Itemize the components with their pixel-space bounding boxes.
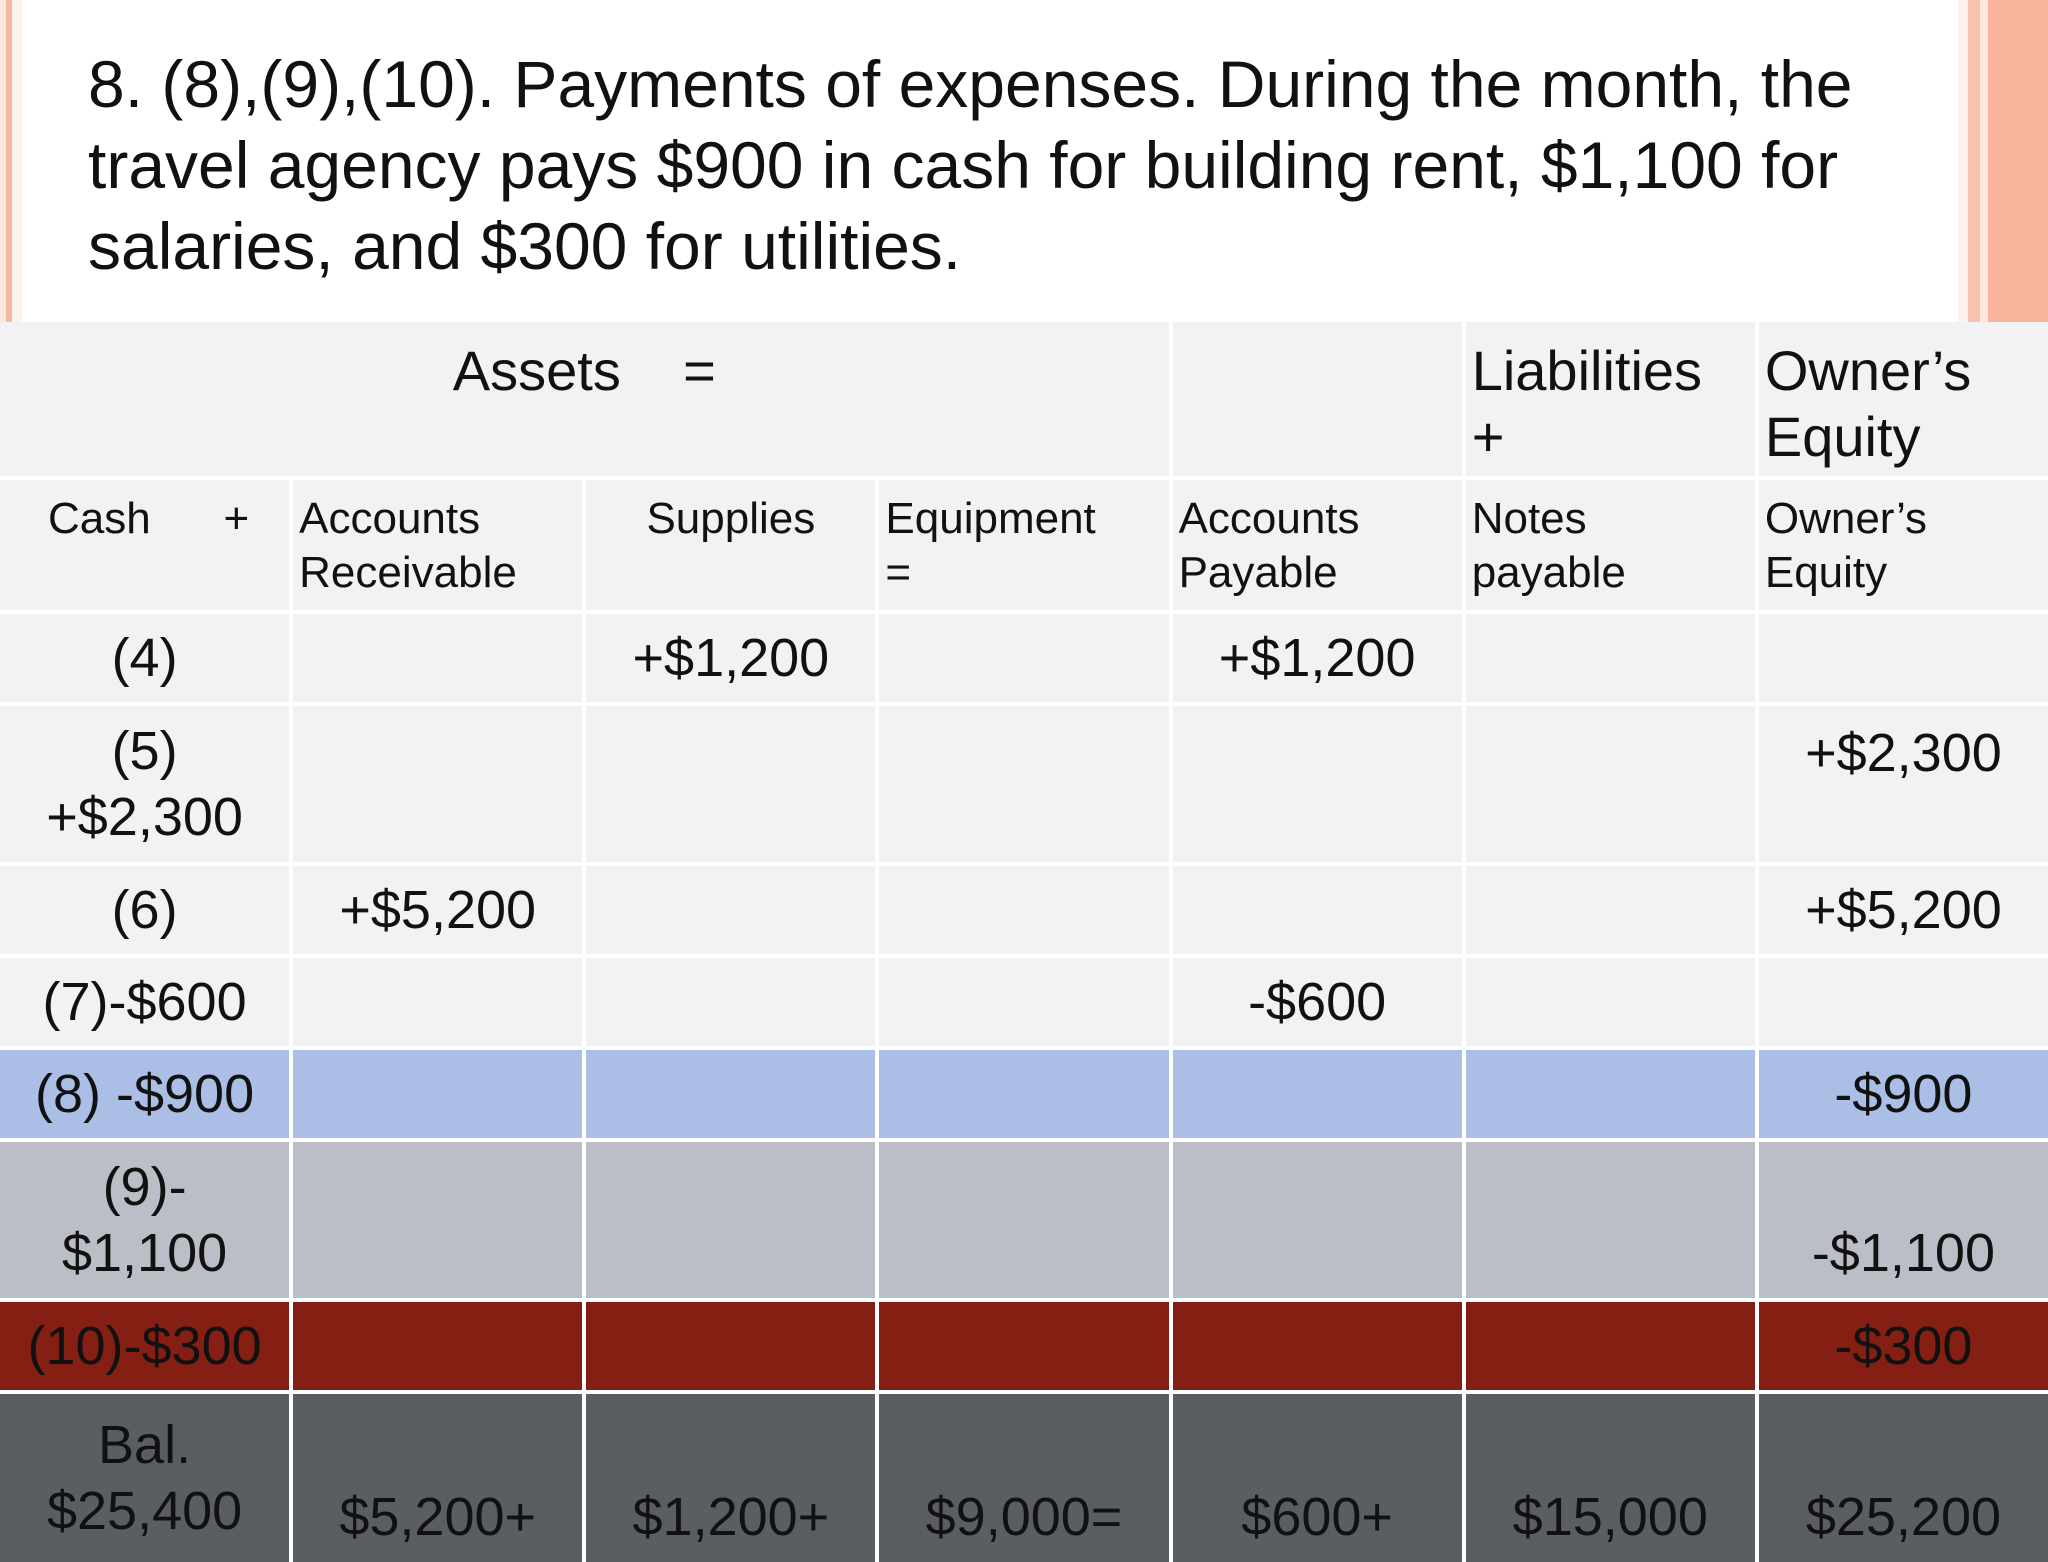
row-8-np [1465, 1050, 1755, 1138]
header-assets: Assets = [0, 322, 1169, 476]
col-header-equipment: Equipment = [879, 480, 1169, 610]
col-header-ar-line1: Accounts [299, 494, 481, 543]
left-decorative-border [0, 0, 22, 322]
balance-np: $15,000 [1465, 1394, 1755, 1562]
row-9-np [1465, 1142, 1755, 1298]
row-9-ar [293, 1142, 583, 1298]
balance-ap: $600+ [1172, 1394, 1462, 1562]
row-8-supplies [586, 1050, 876, 1138]
row-9-oe: -$1,100 [1758, 1142, 2048, 1298]
col-header-equipment-line1: Equipment [885, 494, 1096, 543]
row-9-cash-line2: $1,100 [61, 1223, 228, 1283]
row-10-supplies [586, 1302, 876, 1390]
balance-oe: $25,200 [1758, 1394, 2048, 1562]
col-header-np-line2: payable [1471, 548, 1626, 597]
col-header-oe-line1: Owner’s [1764, 494, 1928, 543]
row-5-supplies [586, 706, 876, 862]
row-7-supplies [586, 958, 876, 1046]
col-header-owners-equity: Owner’s Equity [1758, 480, 2048, 610]
balance-cash: Bal. $25,400 [0, 1394, 290, 1562]
row-7-oe [1758, 958, 2048, 1046]
row-10-ar [293, 1302, 583, 1390]
balance-cash-line2: $25,400 [46, 1481, 243, 1541]
col-header-oe-line2: Equity [1764, 548, 1888, 597]
header-owners-equity-line1: Owner’s [1764, 339, 1972, 402]
col-header-ar-line2: Receivable [299, 548, 517, 597]
row-8-ar [293, 1050, 583, 1138]
row-8-ap [1172, 1050, 1462, 1138]
col-header-notes-payable: Notes payable [1465, 480, 1755, 610]
row-9-equipment [879, 1142, 1169, 1298]
header-owners-equity: Owner’s Equity [1758, 322, 2048, 476]
col-header-cash-plus: + [223, 494, 250, 543]
balance-equipment: $9,000= [879, 1394, 1169, 1562]
row-5-ar [293, 706, 583, 862]
header-assets-label: Assets = [452, 339, 716, 402]
row-5-ap [1172, 706, 1462, 862]
row-4-supplies: +$1,200 [586, 614, 876, 702]
balance-supplies: $1,200+ [586, 1394, 876, 1562]
row-4-ap: +$1,200 [1172, 614, 1462, 702]
row-6-oe: +$5,200 [1758, 866, 2048, 954]
row-6-np [1465, 866, 1755, 954]
row-10-cash: (10)-$300 [0, 1302, 290, 1390]
row-4-ar [293, 614, 583, 702]
row-7-ar [293, 958, 583, 1046]
row-7-cash: (7)-$600 [0, 958, 290, 1046]
row-7-np [1465, 958, 1755, 1046]
col-header-cash: Cash + [0, 480, 290, 610]
row-8-equipment [879, 1050, 1169, 1138]
row-7-ap: -$600 [1172, 958, 1462, 1046]
col-header-supplies: Supplies [586, 480, 876, 610]
row-9-cash-line1: (9)- [102, 1157, 187, 1217]
col-header-np-line1: Notes [1471, 494, 1587, 543]
row-4-np [1465, 614, 1755, 702]
row-9-ap [1172, 1142, 1462, 1298]
row-4-oe [1758, 614, 2048, 702]
row-5-oe: +$2,300 [1758, 706, 2048, 862]
row-8-cash: (8) -$900 [0, 1050, 290, 1138]
col-header-cash-label: Cash [48, 494, 151, 543]
header-owners-equity-line2: Equity [1764, 405, 1921, 468]
header-blank [1172, 322, 1462, 476]
col-header-ap-line2: Payable [1178, 548, 1338, 597]
row-6-ap [1172, 866, 1462, 954]
row-4-equipment [879, 614, 1169, 702]
row-5-cash-line1: (5) [111, 721, 178, 781]
row-6-supplies [586, 866, 876, 954]
balance-cash-line1: Bal. [98, 1415, 192, 1475]
slide-title: 8. (8),(9),(10). Payments of expenses. D… [88, 47, 1853, 283]
row-5-np [1465, 706, 1755, 862]
row-8-oe: -$900 [1758, 1050, 2048, 1138]
col-header-equipment-line2: = [885, 548, 912, 597]
row-5-equipment [879, 706, 1169, 862]
col-header-ap-line1: Accounts [1178, 494, 1360, 543]
col-header-accounts-payable: Accounts Payable [1172, 480, 1462, 610]
row-6-cash: (6) [0, 866, 290, 954]
row-9-supplies [586, 1142, 876, 1298]
col-header-accounts-receivable: Accounts Receivable [293, 480, 583, 610]
header-liabilities-line2: + [1471, 405, 1505, 468]
row-4-cash: (4) [0, 614, 290, 702]
header-liabilities-line1: Liabilities [1471, 339, 1703, 402]
row-10-oe: -$300 [1758, 1302, 2048, 1390]
accounting-equation-table: Assets = Liabilities + Owner’s Equity Ca… [0, 322, 2048, 1562]
balance-ar: $5,200+ [293, 1394, 583, 1562]
row-7-equipment [879, 958, 1169, 1046]
row-6-equipment [879, 866, 1169, 954]
row-9-cash: (9)- $1,100 [0, 1142, 290, 1298]
header-liabilities: Liabilities + [1465, 322, 1755, 476]
row-6-ar: +$5,200 [293, 866, 583, 954]
row-5-cash: (5) +$2,300 [0, 706, 290, 862]
row-10-equipment [879, 1302, 1169, 1390]
right-decorative-border [1958, 0, 2048, 322]
row-10-ap [1172, 1302, 1462, 1390]
row-10-np [1465, 1302, 1755, 1390]
row-5-cash-line2: +$2,300 [46, 787, 243, 847]
